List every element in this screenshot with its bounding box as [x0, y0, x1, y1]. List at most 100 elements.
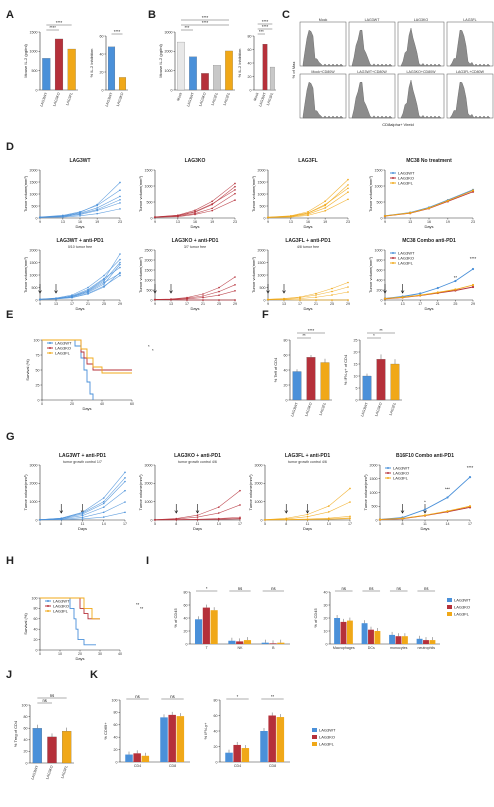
- legend-marker: [392, 182, 394, 184]
- bar-T-LAG3FL: [210, 610, 218, 644]
- data-point: [290, 215, 292, 217]
- data-point: [217, 506, 220, 508]
- y-tick-label: 1000: [255, 500, 263, 504]
- x-tick-label: 21: [436, 302, 440, 306]
- y-tick-label: 5: [356, 386, 358, 390]
- x-tick-label: 60: [130, 402, 134, 406]
- sig-marker: ****: [470, 256, 477, 261]
- y-tick-label: 500: [32, 69, 38, 73]
- y-axis-label: Tumor volume(mm³): [138, 175, 143, 212]
- bar-LAG3FL: [390, 363, 400, 401]
- x-tick-label: 17: [185, 302, 189, 306]
- legend-label: LAG3FL: [319, 742, 335, 747]
- data-point: [234, 299, 236, 301]
- data-point: [315, 292, 317, 295]
- x-tick-label: Macrophages: [333, 646, 355, 650]
- y-tick-label: 1000: [145, 184, 153, 188]
- legend-label: LAG3WT: [398, 170, 415, 175]
- y-tick-label: 20: [284, 383, 288, 387]
- y-tick-label: 1000: [30, 273, 38, 277]
- data-point: [81, 512, 84, 514]
- bar-CD4-LAG3FL: [241, 748, 250, 762]
- y-axis-label: Mouse IL-2 (pg/ml): [23, 44, 28, 78]
- y-tick-label: 20: [34, 638, 38, 642]
- panel-label-K: K: [90, 669, 98, 681]
- x-tick-label: 5: [39, 522, 41, 526]
- y-axis-label: Tumor volume(mm³): [23, 474, 28, 511]
- y-tick-label: 60: [248, 48, 252, 52]
- chart-title: B16F10 Combo anti-PD1: [396, 453, 454, 459]
- y-tick-label: 2000: [370, 463, 378, 467]
- legend-marker: [387, 477, 389, 479]
- sig-marker: ****: [202, 15, 209, 20]
- histogram-title: LAG3WT: [365, 18, 381, 22]
- y-tick-label: 1500: [258, 180, 266, 184]
- data-point: [471, 267, 475, 271]
- treatment-arrow: [59, 504, 64, 514]
- x-tick-label: CD8: [169, 764, 176, 768]
- y-tick-label: 2000: [30, 482, 38, 486]
- y-tick-label: 80: [248, 34, 252, 38]
- sig-marker: **: [302, 333, 306, 338]
- data-point: [119, 274, 121, 277]
- bar-LAG3WT: [32, 728, 42, 764]
- bar-chart-B2: 0 20 40 60 80 % IL-2 Inhibition MockLAG3WTLAG3…: [237, 19, 276, 107]
- y-tick-label: 20: [324, 616, 328, 620]
- bar-monocytes-LAG3WT: [389, 634, 396, 644]
- legend-label: LAG3KO: [53, 603, 69, 608]
- y-tick-label: 0: [264, 216, 266, 220]
- data-point: [324, 200, 326, 202]
- data-point: [315, 296, 317, 299]
- x-tick-label: CD4: [234, 764, 241, 768]
- bar-DCs-LAG3WT: [361, 623, 368, 644]
- data-point: [283, 298, 285, 301]
- x-tick-label: 8: [285, 522, 287, 526]
- data-point: [196, 518, 199, 521]
- y-tick-label: 1000: [145, 500, 153, 504]
- y-tick-label: 2000: [258, 248, 266, 252]
- x-tick-label: 21: [201, 302, 205, 306]
- x-tick-label: 9: [39, 220, 41, 224]
- legend-label: LAG3WT: [398, 250, 415, 255]
- data-point: [378, 518, 382, 521]
- y-tick-label: 3000: [255, 463, 263, 467]
- data-point: [124, 489, 126, 492]
- data-point: [103, 285, 105, 287]
- y-axis-label: Tumor volume(mm³): [248, 474, 253, 511]
- data-point: [239, 516, 241, 519]
- sig-marker: **: [140, 606, 144, 611]
- y-tick-label: 40: [214, 729, 218, 733]
- bar-chart-B1: 0 1000 2000 3000 Mouse IL-2 (pg/ml) Mock LAG3W…: [158, 15, 235, 107]
- histogram-grid: Mock LAG3WT LAG3KO LAG3FL Mock+CD80W LAG3WT+C…: [291, 18, 494, 127]
- y-tick-label: 20: [184, 629, 188, 633]
- legend-label: LAG3WT: [454, 598, 471, 603]
- bar-chart-I1: 0 20 40 60 80 % of CD45 T * NK ns Bns: [173, 586, 290, 650]
- y-tick-label: 60: [284, 353, 288, 357]
- bar-LAG3KO: [118, 77, 127, 91]
- series-line: [384, 190, 474, 217]
- x-tick-label: 16: [427, 220, 431, 224]
- sig-marker: ns: [170, 694, 174, 699]
- data-point: [234, 276, 236, 278]
- data-point: [103, 281, 105, 284]
- bar-CD4-LAG3WT: [225, 752, 233, 762]
- data-point: [306, 513, 309, 516]
- legend-marker: [392, 252, 394, 254]
- y-tick-label: 1000: [30, 50, 38, 54]
- series-line: [39, 275, 121, 300]
- sig-marker: *: [152, 348, 154, 353]
- y-tick-label: 2000: [255, 482, 263, 486]
- data-point: [401, 296, 404, 299]
- bar-CD8-LAG3KO: [168, 714, 176, 762]
- bar-LAG3WT: [262, 43, 268, 91]
- y-tick-label: 0: [151, 216, 153, 220]
- data-point: [81, 516, 84, 519]
- y-tick-label: 0: [264, 298, 266, 302]
- sig-marker: ****: [202, 20, 209, 25]
- y-axis-label: % IFN-γ+: [203, 722, 208, 739]
- x-tick-label: LAG3FL: [60, 765, 68, 779]
- data-point: [81, 513, 84, 515]
- y-tick-label: 20: [100, 70, 104, 74]
- line-chart-H: 0 20 40 60 80 100 Survival (%) 0 10 20 30 40 Days LAG…: [23, 596, 144, 661]
- bar-B-LAG3FL: [277, 642, 285, 644]
